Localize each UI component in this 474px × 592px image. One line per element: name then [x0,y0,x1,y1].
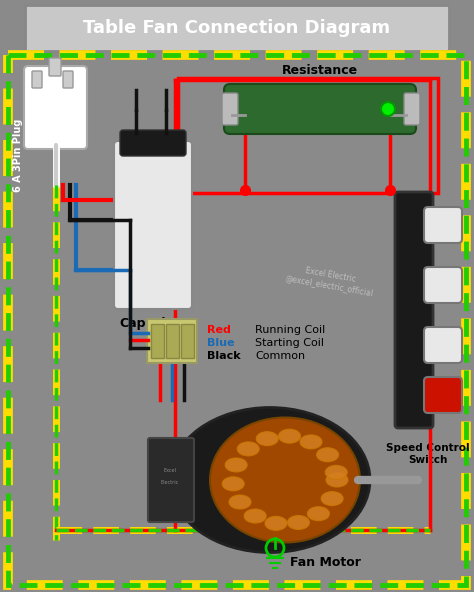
Ellipse shape [210,417,360,542]
Text: 6 A 3Pin Plug: 6 A 3Pin Plug [13,118,23,192]
Text: Black: Black [207,351,241,361]
Text: Running Coil: Running Coil [255,325,325,335]
Bar [151,324,164,358]
Text: Resistance: Resistance [282,63,358,76]
Ellipse shape [308,507,329,521]
Text: Common: Common [255,351,305,361]
Ellipse shape [325,465,347,480]
FancyBboxPatch shape [148,438,194,522]
Text: Starting Coil: Starting Coil [255,338,324,348]
FancyBboxPatch shape [49,58,61,76]
Ellipse shape [287,516,310,529]
Text: Speed Control
Switch: Speed Control Switch [386,443,470,465]
Text: MOQ: MOQ [267,104,293,114]
Ellipse shape [300,435,322,449]
Ellipse shape [256,432,278,446]
FancyBboxPatch shape [395,192,433,428]
FancyBboxPatch shape [424,327,462,363]
Ellipse shape [225,458,247,472]
FancyBboxPatch shape [424,377,462,413]
FancyBboxPatch shape [120,130,186,156]
FancyBboxPatch shape [424,267,462,303]
Ellipse shape [326,473,348,487]
FancyBboxPatch shape [222,93,238,125]
FancyBboxPatch shape [404,93,420,125]
FancyBboxPatch shape [32,71,42,88]
Ellipse shape [279,429,301,443]
Ellipse shape [229,495,251,509]
FancyBboxPatch shape [114,141,192,309]
Bar [181,324,194,358]
FancyBboxPatch shape [424,207,462,243]
Text: Red: Red [207,325,231,335]
Ellipse shape [222,477,244,491]
Bar [25,5,449,51]
Ellipse shape [237,442,259,456]
Text: Excel Electric
@excel_electric_official: Excel Electric @excel_electric_official [284,263,376,297]
Bar [178,78,438,193]
Text: Table Fan Connection Diagram: Table Fan Connection Diagram [83,19,391,37]
Ellipse shape [244,509,266,523]
FancyBboxPatch shape [147,319,197,363]
Text: Blue: Blue [207,338,235,348]
Text: 2.5 MFD: 2.5 MFD [150,241,156,269]
Text: Fan Motor: Fan Motor [290,555,360,568]
Text: Excel: Excel [164,468,176,472]
Text: Capacitor: Capacitor [119,317,186,330]
Bar [8,55,466,585]
Ellipse shape [265,516,287,530]
Circle shape [381,102,395,116]
Bar [166,324,179,358]
Ellipse shape [170,407,370,552]
Text: Electric: Electric [161,480,179,484]
FancyBboxPatch shape [224,84,416,134]
Ellipse shape [317,448,338,462]
Text: DEEJAY: DEEJAY [148,179,157,211]
FancyBboxPatch shape [63,71,73,88]
Bar [8,55,466,585]
FancyBboxPatch shape [24,66,87,149]
Ellipse shape [321,491,343,506]
